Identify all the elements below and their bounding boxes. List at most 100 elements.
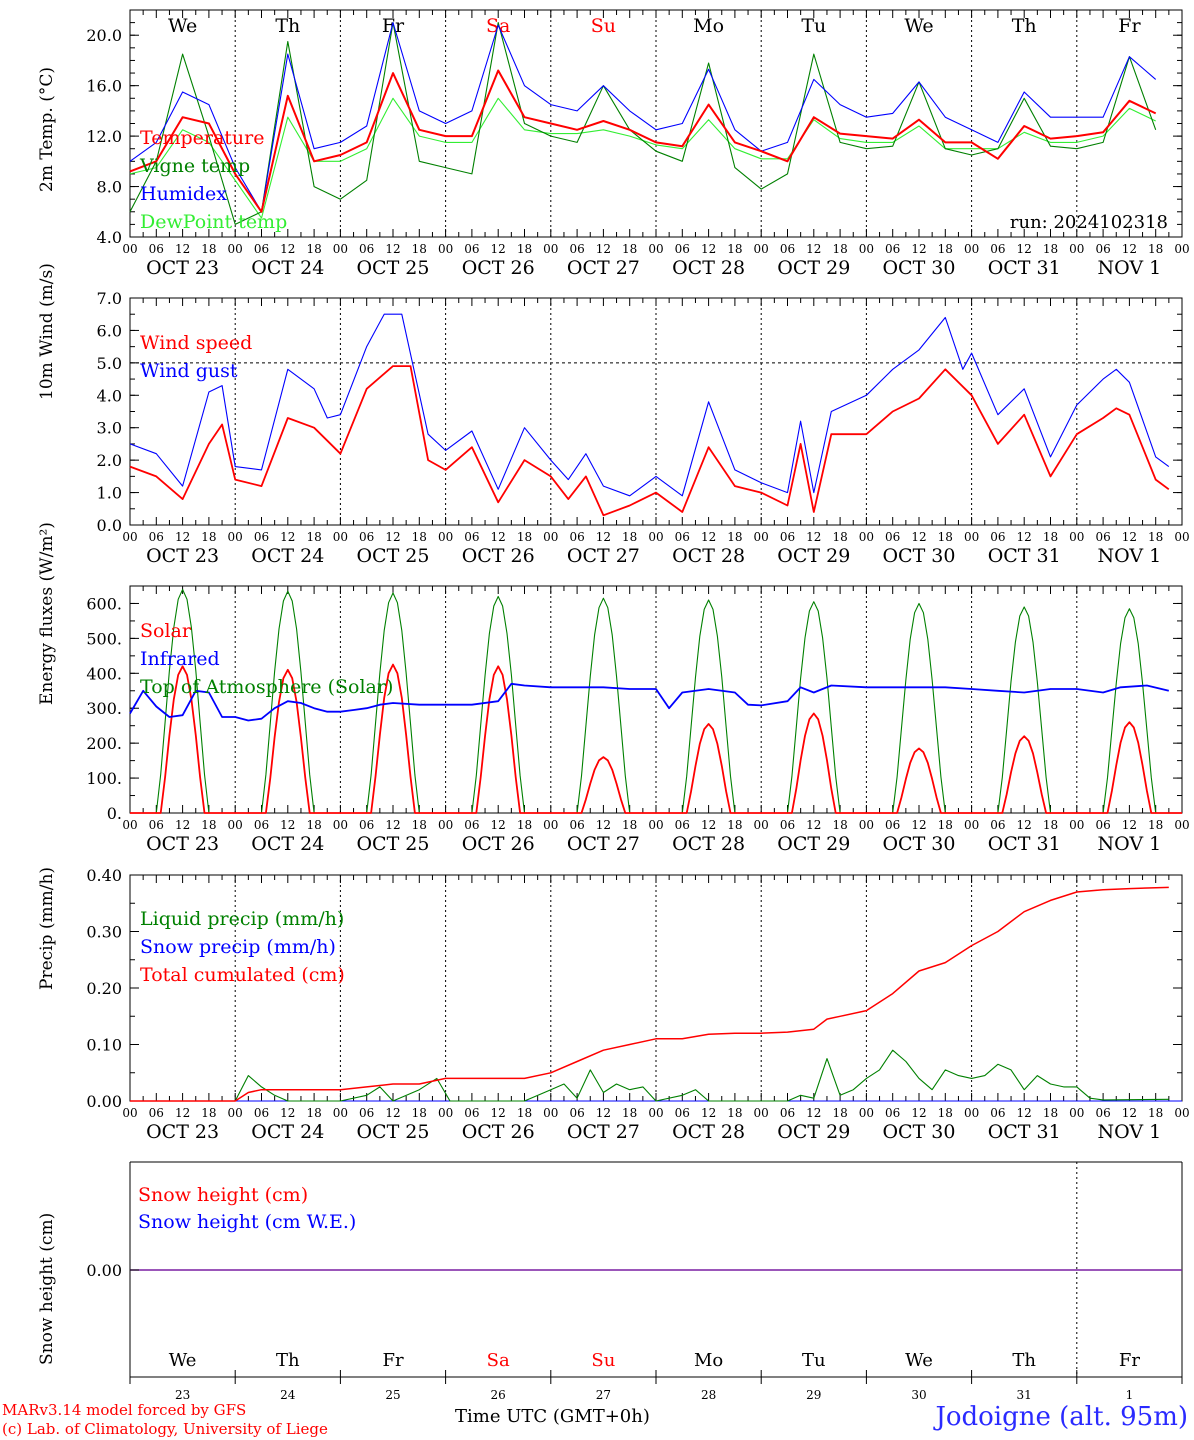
hour-tick-label: 18	[201, 818, 216, 832]
hour-tick-label: 12	[911, 1106, 926, 1120]
hour-tick-label: 12	[491, 530, 506, 544]
hour-tick-label: 18	[517, 1106, 532, 1120]
hour-tick-label: 06	[464, 818, 479, 832]
hour-tick-label: 18	[832, 1106, 847, 1120]
hour-tick-label: 00	[964, 530, 979, 544]
hour-tick-label: 06	[149, 242, 164, 256]
weekday-label: We	[904, 15, 933, 37]
hour-tick-label: 00	[438, 1106, 453, 1120]
date-label: OCT 27	[567, 1121, 640, 1143]
hour-tick-label: 06	[464, 1106, 479, 1120]
hour-tick-label: 12	[280, 530, 295, 544]
panel-snow: 0.00 Snow height (cm) Snow height (cm) Snow…	[37, 1161, 1183, 1402]
weekday-label: We	[169, 1350, 197, 1371]
y-tick-label: 300.	[86, 699, 122, 718]
hour-tick-label: 06	[569, 530, 584, 544]
date-label: OCT 24	[251, 545, 324, 567]
day-number-label: 24	[280, 1388, 296, 1402]
hour-tick-label: 18	[832, 818, 847, 832]
hour-tick-label: 06	[675, 818, 690, 832]
date-label: OCT 27	[567, 833, 640, 855]
hour-tick-label: 18	[622, 242, 637, 256]
hour-tick-label: 06	[990, 1106, 1005, 1120]
date-label: OCT 27	[567, 257, 640, 279]
weekday-label: Sa	[487, 1350, 510, 1371]
hour-tick-label: 00	[1069, 818, 1084, 832]
date-label: OCT 31	[988, 257, 1061, 279]
hour-tick-label: 00	[228, 530, 243, 544]
hour-tick-label: 06	[254, 242, 269, 256]
y-tick-label: 5.0	[97, 354, 122, 373]
hour-tick-label: 18	[412, 1106, 427, 1120]
y-tick-label: 100.	[86, 769, 122, 788]
date-label: OCT 27	[567, 545, 640, 567]
hour-tick-label: 00	[438, 818, 453, 832]
hour-tick-label: 00	[859, 530, 874, 544]
y-tick-label: 0.40	[86, 866, 122, 885]
hour-tick-label: 00	[333, 530, 348, 544]
hour-tick-label: 18	[1043, 242, 1058, 256]
run-annotation: run: 2024102318	[1010, 212, 1168, 233]
hour-tick-label: 06	[885, 530, 900, 544]
y-axis-label: Snow height (cm)	[37, 1213, 57, 1365]
legend-entry: Snow height (cm)	[138, 1184, 308, 1206]
panel-temperature: 4.08.012.016.020.02m Temp. (°C)We Th Fr Sa S…	[37, 9, 1190, 279]
hour-tick-label: 18	[832, 242, 847, 256]
date-label: OCT 29	[777, 1121, 850, 1143]
day-number-label: 29	[806, 1388, 821, 1402]
hour-tick-label: 06	[990, 242, 1005, 256]
date-label: OCT 28	[672, 833, 745, 855]
panel-precip: 0.00 0.10 0.20 0.30 0.40 Precip (mm/h) Liquid …	[37, 866, 1190, 1143]
hour-tick-label: 12	[1122, 1106, 1137, 1120]
hour-tick-label: 00	[1174, 530, 1189, 544]
hour-tick-label: 18	[201, 1106, 216, 1120]
hour-tick-label: 18	[938, 1106, 953, 1120]
hour-tick-label: 12	[596, 1106, 611, 1120]
date-label: NOV 1	[1098, 1121, 1162, 1143]
hour-tick-label: 00	[754, 530, 769, 544]
y-tick-label: 6.0	[97, 321, 122, 340]
hour-tick-label: 12	[596, 818, 611, 832]
weekday-label: Fr	[1119, 1350, 1140, 1371]
hour-tick-label: 00	[333, 818, 348, 832]
hour-tick-label: 06	[1095, 1106, 1110, 1120]
hour-tick-label: 12	[175, 818, 190, 832]
hour-tick-label: 18	[938, 818, 953, 832]
hour-tick-label: 06	[675, 530, 690, 544]
y-axis-label: Precip (mm/h)	[37, 867, 57, 990]
hour-tick-label: 12	[806, 818, 821, 832]
hour-tick-label: 06	[569, 818, 584, 832]
hour-tick-label: 00	[122, 1106, 137, 1120]
legend-entry: Top of Atmosphere (Solar)	[140, 676, 393, 698]
series-line-temperature	[129, 69, 1157, 213]
date-label: OCT 29	[777, 545, 850, 567]
hour-tick-label: 00	[543, 818, 558, 832]
weekday-label: We	[168, 15, 197, 37]
hour-tick-label: 18	[1043, 530, 1058, 544]
weekday-label: Mo	[693, 15, 724, 37]
y-tick-label: 0.0	[97, 516, 122, 535]
date-label: OCT 26	[462, 545, 535, 567]
y-tick-label: 0.10	[86, 1036, 122, 1055]
y-tick-label: 4.0	[97, 386, 122, 405]
hour-tick-label: 00	[964, 1106, 979, 1120]
hour-tick-label: 06	[149, 818, 164, 832]
date-label: NOV 1	[1098, 257, 1162, 279]
hour-tick-label: 18	[306, 818, 321, 832]
hour-tick-label: 00	[648, 242, 663, 256]
date-label: OCT 25	[356, 833, 429, 855]
hour-tick-label: 06	[359, 242, 374, 256]
y-tick-label: 2.0	[97, 451, 122, 470]
hour-tick-label: 12	[596, 530, 611, 544]
y-tick-label: 4.0	[97, 228, 122, 247]
hour-tick-label: 00	[1174, 1106, 1189, 1120]
hour-tick-label: 06	[675, 1106, 690, 1120]
hour-tick-label: 06	[885, 242, 900, 256]
hour-tick-label: 06	[149, 530, 164, 544]
date-label: OCT 26	[462, 257, 535, 279]
hour-tick-label: 00	[1069, 1106, 1084, 1120]
date-label: OCT 31	[988, 1121, 1061, 1143]
hour-tick-label: 06	[1095, 530, 1110, 544]
hour-tick-label: 00	[1069, 530, 1084, 544]
